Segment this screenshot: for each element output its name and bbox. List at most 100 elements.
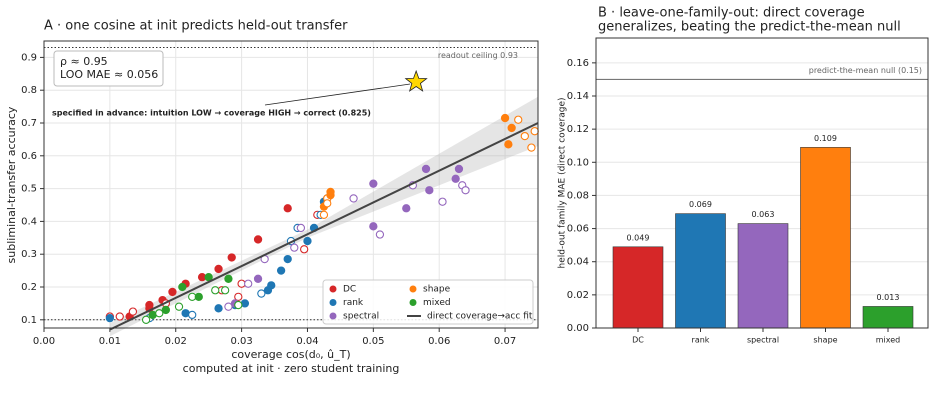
scatter-point — [520, 131, 529, 141]
bar-value-label: 0.013 — [877, 293, 900, 302]
scatter-point — [507, 123, 516, 133]
scatter-point — [527, 143, 536, 152]
y-tick-label: 0.06 — [567, 224, 589, 235]
y-tick-label: 0.8 — [21, 85, 37, 96]
legend-label: spectral — [343, 312, 379, 322]
bar-value-label: 0.109 — [814, 134, 837, 143]
scatter-point — [188, 310, 197, 320]
scatter-point — [451, 174, 460, 183]
y-tick-label: 0.02 — [567, 290, 589, 301]
scatter-point — [283, 204, 292, 213]
x-tick-label: 0.04 — [296, 336, 318, 347]
x-tick-label: DC — [632, 336, 644, 345]
highlight-star — [404, 69, 428, 92]
y-tick-label: 0.1 — [21, 315, 37, 326]
scatter-point — [369, 222, 378, 231]
y-tick-label: 0.12 — [567, 124, 589, 135]
scatter-point — [161, 305, 171, 315]
y-tick-label: 0.3 — [21, 249, 37, 260]
annotation: specified in advance: intuition LOW → co… — [52, 109, 371, 118]
fit-line — [109, 122, 539, 331]
scatter-point — [303, 236, 312, 246]
y-axis-label: held-out family MAE (direct coverage) — [558, 98, 568, 269]
scatter-point — [178, 282, 187, 292]
y-tick-label: 0.4 — [21, 216, 37, 227]
legend-symbol — [329, 285, 337, 293]
x-axis-label: coverage cos(d₀, û_T) — [231, 348, 350, 361]
scatter-point — [234, 300, 243, 310]
scatter-point — [253, 274, 263, 283]
scatter-point — [421, 164, 431, 174]
x-tick-label: spectral — [747, 336, 779, 345]
x-tick-label: rank — [692, 336, 710, 345]
bar — [800, 147, 851, 329]
scatter-point — [253, 235, 263, 244]
y-axis-label: subliminal-transfer accuracy — [5, 106, 18, 263]
scatter-point — [514, 115, 523, 124]
scatter-point — [530, 127, 539, 136]
stats-text: LOO MAE ≈ 0.056 — [60, 68, 158, 81]
bar-value-label: 0.049 — [627, 233, 650, 242]
x-tick-label: shape — [813, 336, 837, 345]
x-tick-label: 0.06 — [428, 336, 450, 347]
scatter-point — [300, 245, 309, 254]
confidence-band — [109, 96, 538, 337]
y-tick-label: 0.9 — [21, 52, 37, 63]
legend-label: mixed — [423, 298, 451, 308]
scatter-point — [224, 274, 233, 283]
scatter-point — [425, 186, 434, 195]
scatter-point — [211, 286, 220, 295]
scatter-point — [240, 299, 250, 308]
legend-label: rank — [343, 298, 364, 308]
scatter-point — [375, 230, 385, 239]
legend-symbol — [409, 299, 417, 306]
y-tick-label: 0.16 — [567, 58, 589, 69]
y-tick-label: 0.00 — [567, 323, 589, 334]
scatter-point — [220, 286, 230, 295]
scatter-point — [290, 243, 299, 252]
x-tick-label: 0.05 — [362, 336, 384, 347]
scatter-point — [224, 302, 233, 311]
scatter-point — [141, 315, 151, 324]
bar-value-label: 0.063 — [752, 210, 775, 219]
bar — [862, 306, 914, 329]
y-tick-label: 0.04 — [567, 257, 589, 268]
scatter-point — [500, 113, 510, 123]
scatter-point — [369, 179, 378, 188]
scatter-point — [181, 309, 190, 318]
scatter-point — [128, 307, 138, 316]
scatter-point — [257, 289, 266, 298]
y-tick-label: 0.08 — [567, 190, 589, 201]
scatter-point — [174, 302, 184, 311]
x-tick-label: mixed — [876, 336, 901, 345]
scatter-point — [276, 266, 286, 275]
y-tick-label: 0.2 — [21, 282, 37, 293]
x-tick-label: 0.02 — [165, 336, 187, 347]
null-label: predict-the-mean null (0.15) — [809, 66, 922, 75]
scatter-point — [402, 204, 411, 213]
bar — [675, 213, 726, 329]
scatter-point — [461, 186, 470, 195]
chart-title: generalizes, beating the predict-the-mea… — [598, 20, 901, 35]
scatter-point — [283, 254, 292, 264]
bar-value-label: 0.069 — [689, 200, 712, 209]
x-axis-note: computed at init · zero student training — [183, 362, 400, 375]
scatter-point — [454, 164, 464, 174]
x-tick-label: 0.01 — [99, 336, 121, 347]
y-tick-label: 0.10 — [567, 157, 589, 168]
scatter-point — [227, 253, 236, 262]
scatter-point — [214, 264, 223, 274]
scatter-point — [214, 304, 223, 313]
scatter-point — [244, 279, 253, 288]
legend-label: direct coverage→acc fit — [427, 312, 533, 322]
x-tick-label: 0.00 — [33, 336, 55, 347]
scatter-point — [319, 210, 329, 219]
stats-box — [53, 50, 164, 87]
x-tick-label: 0.07 — [494, 336, 516, 347]
bar — [737, 223, 789, 329]
bar — [612, 246, 664, 329]
scatter-point — [204, 273, 213, 282]
scatter-point — [234, 292, 243, 301]
scatter-point — [267, 281, 276, 290]
